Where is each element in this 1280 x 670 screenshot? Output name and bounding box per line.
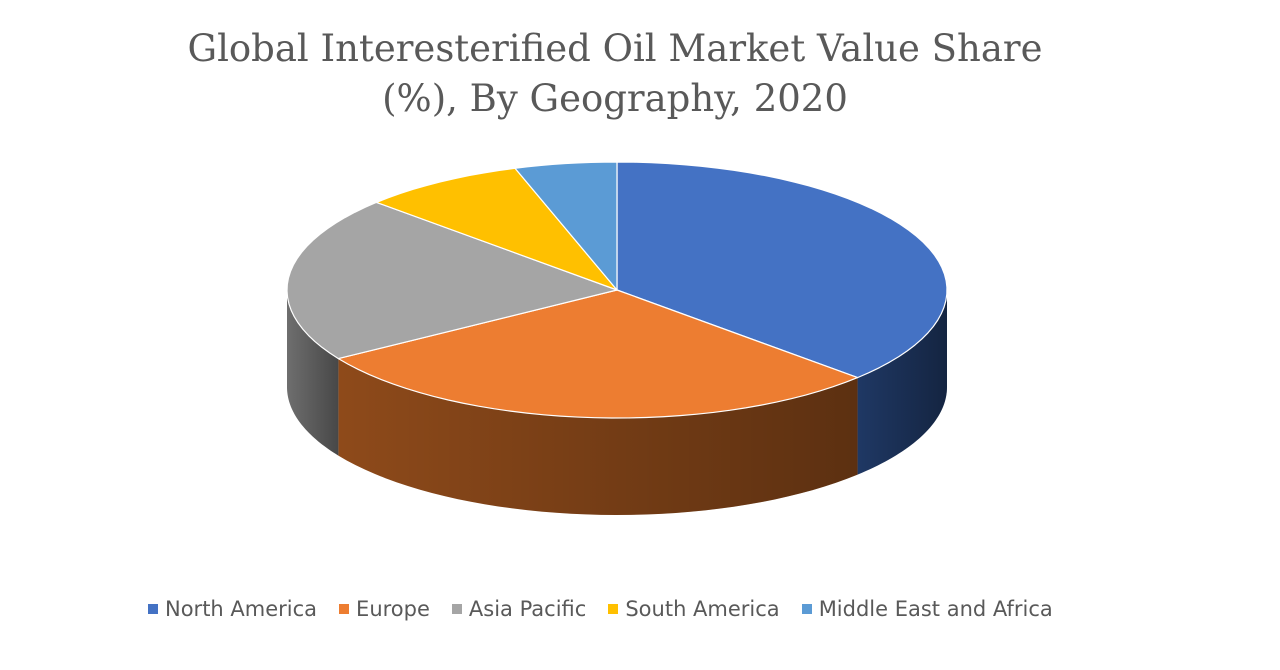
legend-item-south-america: South America xyxy=(608,597,780,621)
legend-item-north-america: North America xyxy=(148,597,317,621)
chart-title-line-1: Global Interesterified Oil Market Value … xyxy=(187,27,1043,70)
legend-label-europe: Europe xyxy=(356,597,430,621)
pie-sides xyxy=(287,290,947,515)
legend-swatch-south-america xyxy=(608,604,619,614)
pie-side-shade-europe xyxy=(338,358,858,515)
legend-swatch-middle-east-and-africa xyxy=(801,604,812,614)
legend-label-south-america: South America xyxy=(625,597,780,621)
legend-item-middle-east-and-africa: Middle East and Africa xyxy=(801,597,1053,621)
chart-title: Global Interesterified Oil Market Value … xyxy=(0,24,1230,124)
legend-label-middle-east-and-africa: Middle East and Africa xyxy=(818,597,1053,621)
legend-item-europe: Europe xyxy=(339,597,430,621)
legend-label-north-america: North America xyxy=(165,597,318,621)
pie-side-shade-asia-pacific xyxy=(287,290,339,456)
pie-slice-north-america xyxy=(616,161,948,379)
legend-swatch-europe xyxy=(339,604,350,614)
legend: North America Europe Asia Pacific South … xyxy=(148,597,1075,621)
pie-slice-asia-pacific xyxy=(286,201,618,360)
legend-swatch-asia-pacific xyxy=(451,604,462,614)
pie-slice-europe xyxy=(337,289,859,419)
pie-side-shade-north-america xyxy=(857,290,947,475)
pie-slice-middle-east-and-africa xyxy=(514,161,618,291)
pie-slice-south-america xyxy=(375,167,618,291)
chart-title-line-2: (%), By Geography, 2020 xyxy=(382,77,848,120)
legend-item-asia-pacific: Asia Pacific xyxy=(451,597,587,621)
pie-tops xyxy=(286,161,948,419)
legend-swatch-north-america xyxy=(148,604,158,614)
legend-label-asia-pacific: Asia Pacific xyxy=(468,597,587,621)
